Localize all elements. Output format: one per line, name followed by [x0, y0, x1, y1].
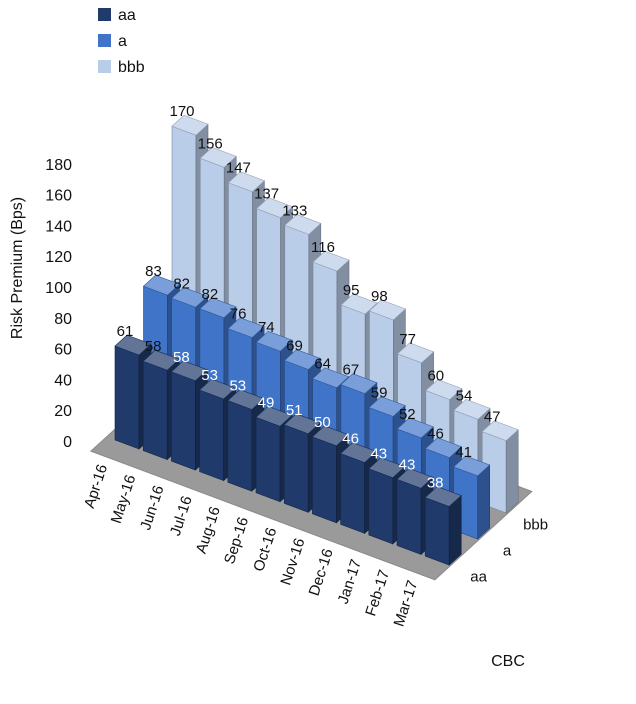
data-label-a: 69 — [286, 337, 303, 354]
data-label-a: 76 — [230, 306, 247, 323]
data-label-aa: 51 — [286, 402, 303, 419]
x-tick-label: Aug-16 — [193, 504, 224, 555]
data-label-a: 83 — [145, 263, 162, 280]
y-tick-label: 180 — [45, 157, 72, 174]
z-tick-label: a — [503, 543, 512, 560]
data-label-aa: 46 — [342, 431, 359, 448]
x-tick-label: Dec-16 — [306, 547, 337, 598]
y-tick-label: 40 — [54, 372, 72, 389]
data-label-aa: 49 — [258, 394, 275, 411]
x-tick-label: Jun-16 — [137, 483, 167, 532]
legend-label: aa — [118, 7, 136, 24]
bar-a-Mar-17 — [453, 455, 491, 540]
y-tick-label: 160 — [45, 188, 72, 205]
bar-aa-Mar-17 — [424, 486, 462, 566]
data-label-bbb: 137 — [254, 186, 279, 203]
legend-item-a: a — [98, 33, 127, 50]
data-label-a: 41 — [455, 444, 472, 461]
x-tick-label: Jul-16 — [167, 494, 196, 538]
z-tick-label: bbb — [523, 517, 548, 534]
legend-swatch — [98, 8, 111, 21]
data-label-a: 52 — [399, 406, 416, 423]
data-label-a: 82 — [173, 275, 190, 292]
legend-item-bbb: bbb — [98, 59, 145, 76]
z-tick-label: aa — [470, 569, 487, 586]
data-label-bbb: 116 — [311, 239, 335, 256]
y-axis: 0 20 40 60 80 100 120 140 160 180 — [45, 157, 72, 451]
data-label-bbb: 95 — [343, 282, 360, 299]
data-label-aa: 58 — [145, 338, 162, 355]
data-label-a: 74 — [258, 319, 275, 336]
data-label-bbb: 147 — [226, 160, 251, 177]
x-tick-label: May-16 — [108, 473, 140, 526]
x-tick-label: Feb-17 — [362, 568, 393, 618]
data-label-bbb: 54 — [456, 387, 473, 404]
z-axis-title: CBC — [491, 653, 525, 670]
data-label-aa: 50 — [314, 414, 331, 431]
data-label-bbb: 156 — [198, 135, 223, 152]
legend-item-aa: aa — [98, 7, 136, 24]
data-labels: 61 58 58 53 53 49 51 50 46 43 43 38 83 82 82 76 74 69 64 67… — [117, 103, 501, 491]
data-label-bbb: 60 — [427, 368, 444, 385]
data-label-aa: 53 — [201, 367, 218, 384]
data-label-aa: 43 — [399, 456, 416, 473]
x-tick-label: Sep-16 — [221, 515, 252, 566]
y-tick-label: 140 — [45, 218, 72, 235]
x-tick-label: Mar-17 — [390, 578, 421, 628]
data-label-aa: 38 — [427, 475, 444, 492]
data-label-bbb: 98 — [371, 288, 388, 305]
y-tick-label: 60 — [54, 342, 72, 359]
y-axis-title: Risk Premium (Bps) — [9, 197, 26, 339]
data-label-bbb: 133 — [282, 202, 307, 219]
legend-label: bbb — [118, 59, 145, 76]
data-label-aa: 43 — [370, 446, 387, 463]
legend-label: a — [118, 33, 127, 50]
data-label-a: 82 — [202, 286, 219, 303]
x-tick-label: Nov-16 — [277, 536, 308, 587]
bar-aa-Aug-16 — [227, 389, 265, 492]
x-tick-label: Apr-16 — [81, 462, 111, 510]
y-tick-label: 20 — [54, 403, 72, 420]
legend-swatch — [98, 34, 111, 47]
data-label-aa: 58 — [173, 349, 190, 366]
data-label-a: 59 — [371, 385, 388, 402]
bars — [114, 114, 519, 566]
data-label-a: 67 — [343, 362, 360, 379]
data-label-a: 64 — [314, 356, 331, 373]
y-tick-label: 100 — [45, 280, 72, 297]
data-label-aa: 53 — [229, 378, 246, 395]
y-tick-label: 80 — [54, 311, 72, 328]
data-label-bbb: 77 — [399, 331, 416, 348]
x-tick-label: Oct-16 — [250, 526, 280, 574]
legend-swatch — [98, 60, 111, 73]
data-label-bbb: 170 — [169, 103, 194, 120]
data-label-aa: 61 — [117, 323, 134, 340]
y-tick-label: 120 — [45, 249, 72, 266]
y-tick-label: 0 — [63, 434, 72, 451]
x-tick-label: Jan-17 — [335, 557, 365, 606]
data-label-a: 46 — [427, 426, 444, 443]
data-label-bbb: 47 — [484, 409, 501, 426]
